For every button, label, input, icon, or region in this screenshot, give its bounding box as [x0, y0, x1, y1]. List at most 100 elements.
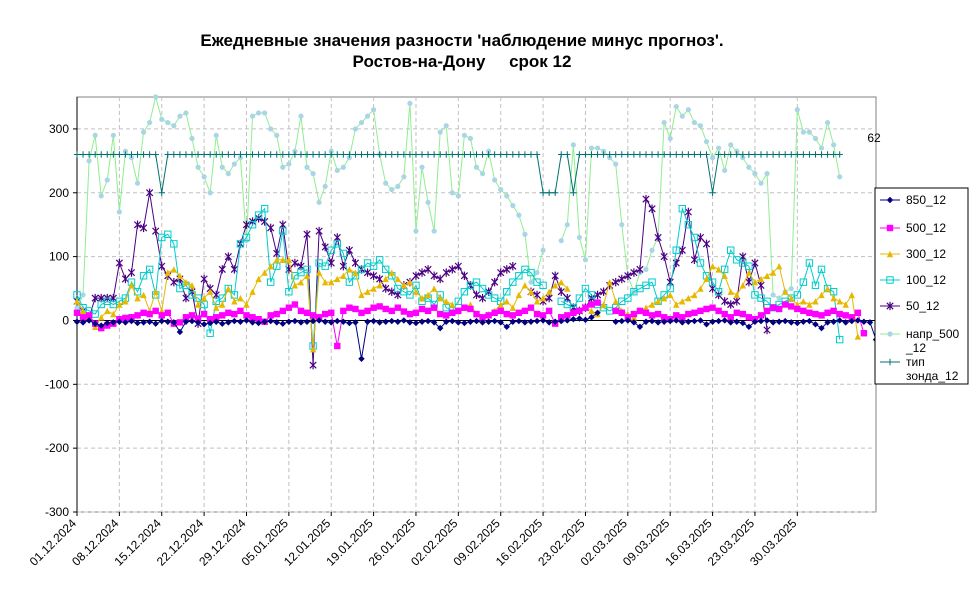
- data-point: [696, 259, 705, 267]
- data-point: [237, 307, 244, 315]
- data-point: [503, 265, 511, 274]
- data-point: [309, 151, 317, 158]
- data-point: [91, 320, 99, 327]
- data-point: [449, 301, 456, 308]
- data-point: [333, 240, 341, 248]
- data-point: [219, 151, 226, 158]
- data-point: [636, 265, 644, 274]
- data-point: [170, 240, 178, 248]
- data-point: [685, 151, 692, 158]
- data-point: [261, 269, 268, 276]
- data-point: [219, 312, 226, 319]
- data-point: [200, 294, 208, 302]
- data-point: [255, 315, 262, 323]
- data-point: [570, 315, 577, 323]
- data-point: [346, 304, 353, 311]
- data-point: [782, 301, 789, 308]
- data-point: [551, 271, 559, 280]
- data-point: [673, 301, 680, 308]
- data-point: [430, 285, 438, 292]
- data-point: [340, 164, 346, 170]
- data-point: [673, 317, 680, 324]
- data-point: [145, 265, 154, 274]
- data-point: [472, 278, 481, 286]
- data-point: [588, 151, 595, 158]
- data-point: [745, 269, 753, 276]
- data-point: [521, 307, 529, 315]
- data-point: [346, 151, 353, 158]
- data-point: [170, 277, 178, 287]
- data-point: [515, 151, 523, 158]
- data-point: [467, 305, 474, 313]
- data-point: [153, 94, 159, 100]
- data-point: [587, 291, 596, 299]
- data-point: [630, 268, 638, 277]
- data-point: [727, 319, 734, 326]
- data-point: [200, 151, 208, 158]
- data-point: [201, 174, 207, 180]
- data-point: [261, 217, 269, 226]
- data-point: [321, 318, 329, 325]
- data-point: [400, 151, 408, 158]
- data-point: [370, 285, 377, 292]
- data-point: [558, 151, 565, 158]
- data-point: [291, 151, 299, 158]
- data-point: [412, 151, 420, 158]
- data-point: [660, 252, 668, 261]
- data-point: [473, 310, 480, 318]
- data-point: [303, 151, 311, 158]
- data-point: [806, 309, 813, 316]
- data-point: [818, 151, 825, 158]
- data-point: [800, 318, 807, 325]
- data-point: [630, 151, 638, 158]
- data-point: [673, 151, 680, 158]
- legend-swatch-marker: [886, 250, 894, 258]
- data-point: [575, 294, 584, 302]
- data-point: [321, 278, 329, 286]
- data-point: [509, 278, 517, 286]
- data-point: [842, 301, 849, 308]
- data-point: [364, 288, 371, 295]
- data-point: [194, 319, 202, 326]
- data-point: [213, 132, 219, 138]
- data-point: [418, 318, 426, 325]
- data-point: [454, 261, 462, 271]
- data-point: [733, 318, 740, 325]
- data-point: [315, 226, 323, 236]
- data-point: [152, 226, 160, 236]
- data-point: [279, 307, 287, 315]
- data-point: [206, 315, 214, 323]
- data-point: [243, 312, 250, 319]
- data-point: [279, 227, 287, 235]
- data-point: [799, 278, 808, 286]
- data-point: [382, 151, 389, 158]
- data-point: [430, 304, 438, 311]
- legend-swatch-marker: [886, 301, 894, 311]
- data-point: [576, 234, 583, 241]
- data-point: [382, 265, 390, 274]
- data-point: [824, 119, 831, 126]
- data-point: [449, 151, 456, 158]
- data-point: [594, 145, 601, 151]
- data-point: [509, 312, 517, 319]
- data-point: [79, 307, 87, 315]
- legend-label: 300_12: [906, 247, 946, 261]
- data-point: [376, 151, 383, 158]
- data-point: [715, 151, 722, 158]
- data-point: [485, 318, 492, 325]
- data-point: [382, 275, 389, 283]
- y-tick-label: 0: [62, 313, 69, 327]
- data-point: [836, 310, 843, 318]
- data-point: [249, 113, 256, 119]
- data-point: [418, 268, 426, 277]
- data-point: [649, 247, 655, 253]
- data-point: [86, 158, 92, 164]
- data-point: [648, 317, 656, 325]
- data-point: [395, 183, 401, 189]
- legend-item: 300_12: [880, 247, 946, 261]
- data-point: [73, 318, 81, 325]
- data-point: [170, 319, 178, 326]
- data-point: [74, 305, 80, 311]
- data-point: [860, 330, 868, 337]
- data-point: [285, 318, 293, 325]
